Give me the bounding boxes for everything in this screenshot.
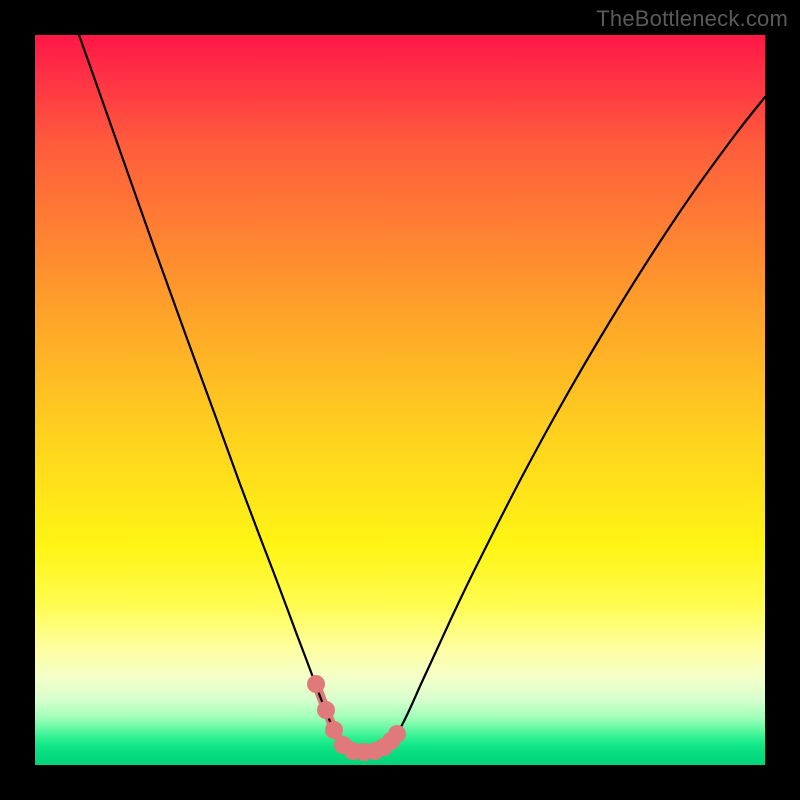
marker-dot <box>307 675 325 693</box>
marker-dot <box>317 701 335 719</box>
marker-dot <box>325 721 343 739</box>
bottleneck-curve <box>79 35 765 752</box>
watermark-text: TheBottleneck.com <box>596 6 788 32</box>
chart-svg <box>35 35 765 765</box>
plot-area <box>35 35 765 765</box>
marker-dot <box>388 725 406 743</box>
marker-group <box>307 675 406 761</box>
